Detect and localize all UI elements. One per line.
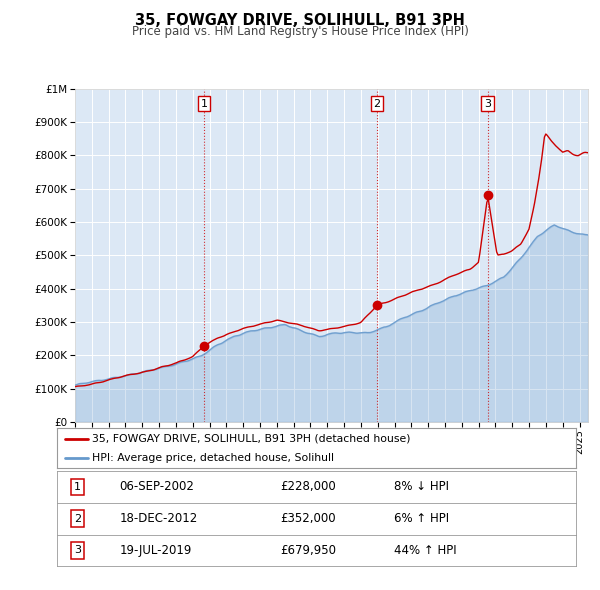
Text: 2: 2: [74, 514, 82, 523]
Text: 35, FOWGAY DRIVE, SOLIHULL, B91 3PH (detached house): 35, FOWGAY DRIVE, SOLIHULL, B91 3PH (det…: [92, 434, 411, 444]
Text: 44% ↑ HPI: 44% ↑ HPI: [394, 544, 457, 557]
Text: 6% ↑ HPI: 6% ↑ HPI: [394, 512, 449, 525]
Text: HPI: Average price, detached house, Solihull: HPI: Average price, detached house, Soli…: [92, 453, 334, 463]
Text: 2: 2: [374, 99, 380, 109]
Text: £352,000: £352,000: [280, 512, 336, 525]
Text: 19-JUL-2019: 19-JUL-2019: [119, 544, 191, 557]
Text: 3: 3: [484, 99, 491, 109]
Text: Price paid vs. HM Land Registry's House Price Index (HPI): Price paid vs. HM Land Registry's House …: [131, 25, 469, 38]
Text: 35, FOWGAY DRIVE, SOLIHULL, B91 3PH: 35, FOWGAY DRIVE, SOLIHULL, B91 3PH: [135, 13, 465, 28]
Text: 3: 3: [74, 546, 81, 555]
Text: 06-SEP-2002: 06-SEP-2002: [119, 480, 194, 493]
Text: 18-DEC-2012: 18-DEC-2012: [119, 512, 197, 525]
Text: 8% ↓ HPI: 8% ↓ HPI: [394, 480, 449, 493]
Text: 1: 1: [74, 482, 81, 491]
Text: £679,950: £679,950: [280, 544, 336, 557]
Text: £228,000: £228,000: [280, 480, 336, 493]
Text: 1: 1: [200, 99, 208, 109]
